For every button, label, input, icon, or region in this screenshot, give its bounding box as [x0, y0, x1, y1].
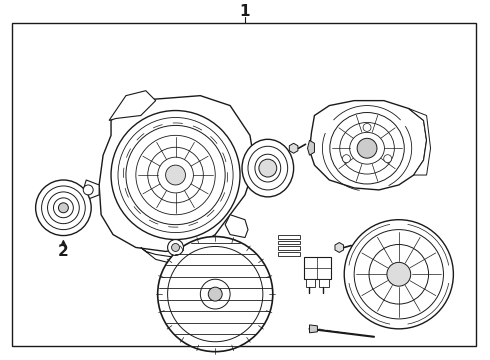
Circle shape: [58, 203, 69, 213]
Circle shape: [363, 123, 371, 131]
Circle shape: [168, 239, 183, 255]
Circle shape: [36, 180, 91, 235]
Circle shape: [166, 165, 185, 185]
Circle shape: [357, 138, 377, 158]
Circle shape: [387, 262, 411, 286]
Polygon shape: [310, 100, 427, 190]
Circle shape: [344, 220, 453, 329]
Polygon shape: [99, 96, 255, 251]
Circle shape: [343, 155, 350, 163]
Polygon shape: [308, 140, 315, 155]
Polygon shape: [141, 247, 210, 264]
Bar: [278, 240, 299, 244]
Polygon shape: [225, 215, 248, 238]
Bar: [278, 247, 299, 251]
Polygon shape: [289, 143, 298, 153]
Ellipse shape: [350, 132, 385, 164]
Circle shape: [384, 155, 392, 163]
Text: 2: 2: [58, 244, 69, 259]
Circle shape: [172, 243, 179, 251]
Text: 1: 1: [240, 4, 250, 19]
Bar: [319, 279, 329, 287]
Bar: [278, 252, 299, 256]
Bar: [278, 235, 299, 239]
Circle shape: [83, 185, 93, 195]
Ellipse shape: [330, 113, 404, 184]
Bar: [306, 279, 316, 287]
Circle shape: [158, 237, 273, 352]
Polygon shape: [409, 109, 431, 175]
Ellipse shape: [340, 122, 394, 174]
Circle shape: [259, 159, 277, 177]
Bar: [303, 257, 331, 279]
Polygon shape: [335, 243, 343, 252]
Circle shape: [111, 111, 240, 239]
Polygon shape: [310, 325, 318, 333]
Polygon shape: [83, 180, 99, 200]
Circle shape: [118, 117, 233, 233]
Polygon shape: [109, 91, 156, 121]
Ellipse shape: [242, 139, 294, 197]
Circle shape: [208, 287, 222, 301]
